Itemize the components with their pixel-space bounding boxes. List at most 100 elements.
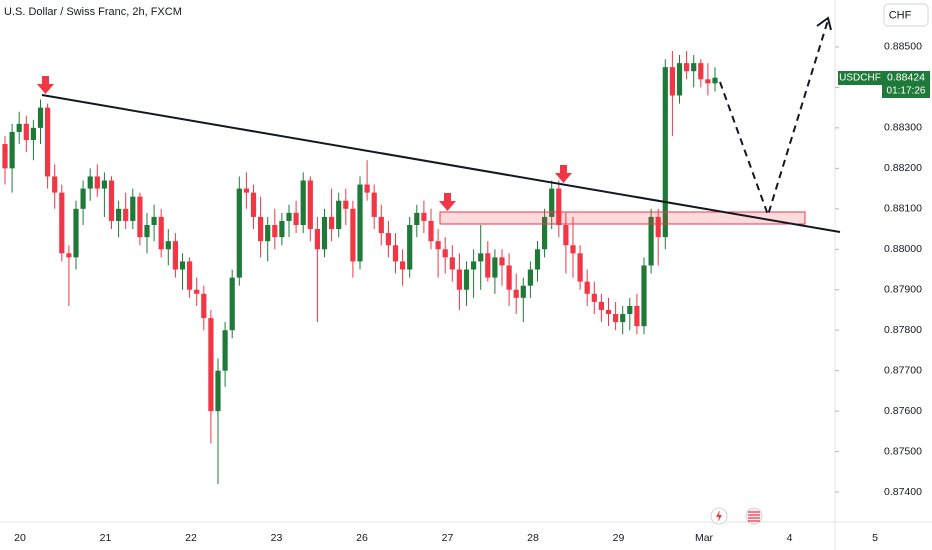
y-tick-label: 0.87400 bbox=[884, 486, 922, 498]
candle-body bbox=[584, 281, 590, 294]
candle-body bbox=[400, 261, 406, 270]
candle-body bbox=[371, 192, 377, 217]
symbol-badge bbox=[838, 71, 882, 85]
candle-body bbox=[591, 293, 597, 302]
y-tick-label: 0.88500 bbox=[884, 41, 922, 53]
last-price-label: 0.88424 bbox=[887, 71, 925, 83]
candle-body bbox=[45, 107, 51, 177]
resistance-zone bbox=[439, 211, 806, 225]
candle-body bbox=[613, 314, 619, 323]
candle-body bbox=[201, 293, 207, 319]
candle-body bbox=[80, 188, 86, 209]
candle-body bbox=[506, 265, 512, 290]
candle-body bbox=[87, 176, 93, 189]
candle-body bbox=[385, 233, 391, 246]
candle-body bbox=[428, 220, 434, 242]
candle-body bbox=[137, 196, 143, 238]
candle-body bbox=[66, 253, 72, 258]
candle-body bbox=[378, 216, 384, 234]
x-tick-label: 21 bbox=[100, 532, 112, 544]
candle-body bbox=[485, 253, 491, 278]
y-tick-label: 0.87500 bbox=[884, 445, 922, 457]
candle-body bbox=[130, 196, 136, 221]
y-tick-label: 0.87700 bbox=[884, 364, 922, 376]
candle-body bbox=[421, 212, 427, 221]
candle-body bbox=[321, 216, 328, 250]
candle-body bbox=[669, 67, 675, 96]
candle-body bbox=[222, 330, 228, 371]
candle-body bbox=[336, 200, 342, 230]
x-tick-label: 28 bbox=[527, 532, 539, 544]
down-arrow bbox=[555, 165, 572, 183]
x-tick-label: 20 bbox=[14, 532, 26, 544]
candle-body bbox=[492, 257, 498, 278]
candle-body bbox=[307, 180, 313, 230]
candle-body bbox=[577, 253, 583, 282]
candle-body bbox=[194, 289, 200, 294]
candles bbox=[2, 50, 718, 484]
chart-title: U.S. Dollar / Swiss Franc, 2h, FXCM bbox=[4, 6, 182, 18]
candle-body bbox=[208, 318, 214, 412]
candle-body bbox=[620, 314, 626, 323]
candle-body bbox=[151, 216, 157, 225]
y-tick-label: 0.87600 bbox=[884, 405, 922, 417]
candle-body bbox=[9, 131, 15, 169]
candle-body bbox=[265, 224, 271, 242]
candle-body bbox=[116, 208, 122, 221]
projection-path bbox=[719, 19, 829, 219]
candle-body bbox=[172, 241, 178, 270]
candle-body bbox=[16, 123, 22, 132]
x-tick-label: 4 bbox=[787, 532, 793, 544]
x-tick-label: Mar bbox=[695, 532, 714, 544]
candle-body bbox=[513, 289, 519, 298]
candle-body bbox=[449, 257, 455, 270]
symbol-label: USDCHF bbox=[839, 72, 881, 83]
trend-line bbox=[41, 94, 841, 233]
candle-body bbox=[499, 257, 505, 266]
candle-body bbox=[605, 309, 612, 315]
candle-body bbox=[442, 249, 448, 258]
candle-body bbox=[435, 241, 441, 250]
candle-body bbox=[59, 192, 65, 254]
candle-body bbox=[527, 269, 533, 286]
candle-body bbox=[691, 63, 697, 72]
candle-body bbox=[534, 249, 541, 270]
arrow-markers bbox=[37, 76, 572, 211]
y-tick-label: 0.88200 bbox=[884, 162, 922, 174]
candle-body bbox=[705, 79, 711, 84]
candle-body bbox=[108, 180, 115, 221]
candle-body bbox=[698, 63, 704, 80]
x-tick-label: 5 bbox=[872, 532, 878, 544]
candle-body bbox=[655, 216, 661, 238]
candle-body bbox=[52, 176, 58, 193]
currency-button[interactable] bbox=[883, 3, 929, 27]
flag-icon-glyph bbox=[748, 511, 760, 522]
candle-body bbox=[236, 188, 242, 278]
projection-arrowhead bbox=[816, 16, 832, 31]
price-badge bbox=[882, 71, 930, 98]
currency-button-label[interactable]: CHF bbox=[889, 9, 912, 21]
candle-body bbox=[272, 224, 278, 238]
candle-body bbox=[165, 241, 171, 250]
x-tick-label: 26 bbox=[356, 532, 368, 544]
candle-body bbox=[179, 261, 186, 270]
candle-body bbox=[123, 208, 129, 221]
candle-body bbox=[570, 245, 576, 254]
x-tick-label: 23 bbox=[271, 532, 283, 544]
candle-body bbox=[215, 370, 221, 412]
y-tick-label: 0.87900 bbox=[884, 284, 922, 296]
candle-body bbox=[293, 212, 299, 225]
candle-body bbox=[158, 216, 164, 250]
candle-body bbox=[101, 180, 107, 189]
candle-body bbox=[286, 212, 292, 221]
candle-body bbox=[520, 285, 526, 298]
x-tick-label: 29 bbox=[613, 532, 625, 544]
candle-body bbox=[187, 261, 193, 290]
candle-body bbox=[456, 269, 462, 290]
candle-body bbox=[94, 176, 100, 189]
y-tick-label: 0.88300 bbox=[884, 122, 922, 134]
candle-body bbox=[542, 216, 548, 250]
candle-body bbox=[662, 67, 668, 238]
candle-body bbox=[144, 224, 150, 238]
